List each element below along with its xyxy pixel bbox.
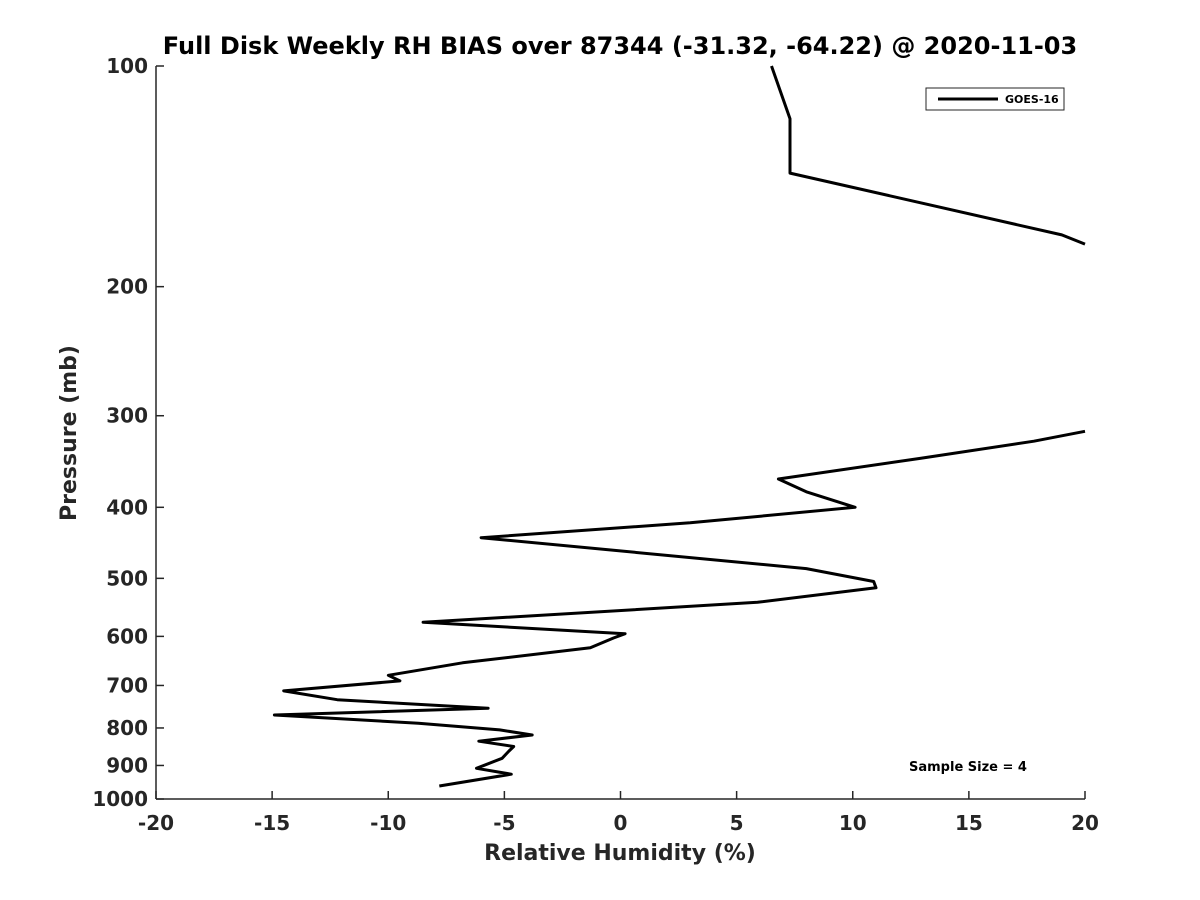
sample-size-annotation: Sample Size = 4 — [909, 760, 1027, 775]
y-tick-label: 900 — [106, 753, 148, 777]
x-tick-label: -20 — [138, 811, 174, 835]
x-tick-label: 5 — [730, 811, 744, 835]
y-tick-label: 100 — [106, 54, 148, 78]
y-ticks: 100 200 300 400 500 600 700 800 900 1000 — [92, 54, 164, 811]
x-tick-label: 10 — [839, 811, 867, 835]
series-line-goes-16-segment-2 — [272, 429, 1086, 788]
series-line-goes-16-segment-1 — [770, 65, 1086, 246]
x-tick-label: -15 — [254, 811, 290, 835]
y-tick-label: 1000 — [92, 787, 148, 811]
y-tick-label: 700 — [106, 673, 148, 697]
legend: GOES-16 — [925, 87, 1065, 111]
x-ticks: -20 -15 -10 -5 0 5 10 15 20 — [138, 791, 1099, 835]
y-tick-label: 400 — [106, 495, 148, 519]
y-tick-label: 500 — [106, 566, 148, 590]
y-tick-label: 800 — [106, 716, 148, 740]
y-tick-label: 200 — [106, 275, 148, 299]
x-tick-label: 0 — [614, 811, 628, 835]
x-tick-label: -5 — [493, 811, 515, 835]
legend-label-goes-16: GOES-16 — [1005, 93, 1059, 106]
x-tick-label: 20 — [1071, 811, 1099, 835]
chart-title: Full Disk Weekly RH BIAS over 87344 (-31… — [163, 32, 1077, 60]
y-tick-label: 600 — [106, 624, 148, 648]
series-layer — [272, 65, 1086, 788]
x-tick-label: -10 — [370, 811, 406, 835]
y-axis-label: Pressure (mb) — [57, 345, 82, 521]
x-tick-label: 15 — [955, 811, 983, 835]
x-axis-label: Relative Humidity (%) — [484, 841, 756, 866]
y-tick-label: 300 — [106, 404, 148, 428]
